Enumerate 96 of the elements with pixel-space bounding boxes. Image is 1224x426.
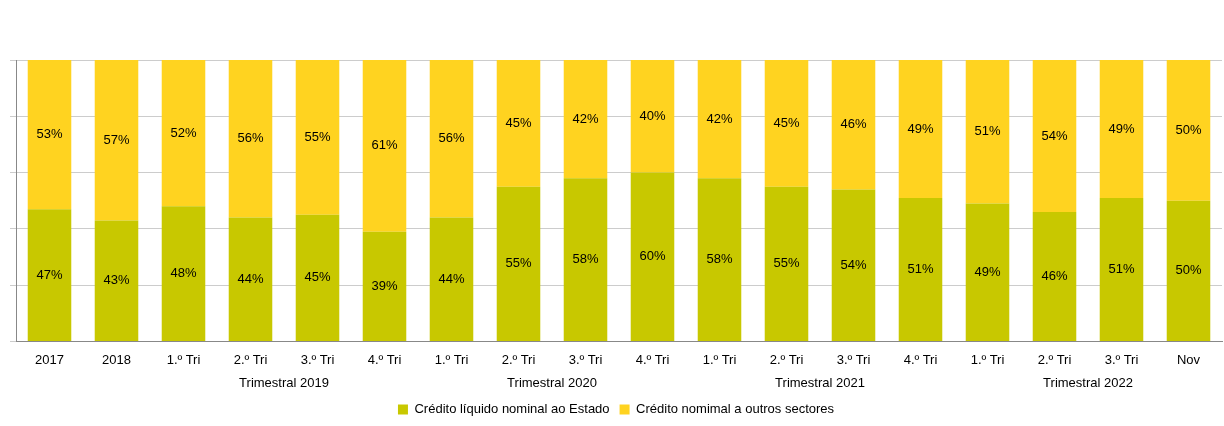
x-tick-label: 4.º Tri [635,351,670,367]
data-label: 54% [1041,127,1068,143]
text: Trimestral 2019 [239,374,329,390]
x-tick-label: Nov [1176,351,1201,367]
bar [295,214,340,341]
x-tick-label: 3.º Tri [836,351,871,367]
data-label: 44% [438,270,465,286]
bar [362,231,407,341]
data-label: 50% [1175,121,1202,137]
data-label: 49% [974,263,1001,279]
data-label: 55% [505,255,532,271]
data-label: 58% [706,251,733,267]
bar [94,60,139,221]
data-label: 61% [371,137,398,153]
data-label: 57% [103,131,130,147]
x-tick-label: 2.º Tri [1037,351,1072,367]
data-label: 48% [170,265,197,281]
bar [496,60,541,187]
bar [898,197,943,341]
x-tick-label: 4.º Tri [903,351,938,367]
bar [27,209,72,341]
data-label: 42% [706,110,733,126]
bar [965,60,1010,204]
bar [362,60,407,232]
bar [1166,200,1211,341]
data-label: 55% [773,255,800,271]
data-label: 46% [1041,268,1068,284]
bar [1032,60,1077,212]
data-label: 43% [103,272,130,288]
data-label: 51% [974,123,1001,139]
data-label: 47% [36,266,63,282]
bar [831,60,876,190]
data-label: 55% [304,128,331,144]
data-label: 45% [773,114,800,130]
data-label: 45% [505,114,532,130]
data-label: 53% [36,126,63,142]
bar [27,60,72,210]
text: Trimestral 2022 [1043,374,1133,390]
bar [831,189,876,341]
data-label: 58% [572,251,599,267]
data-label: 60% [639,248,666,264]
bar [697,60,742,179]
data-label: 50% [1175,262,1202,278]
x-tick-label: 1.º Tri [702,351,737,367]
bar [228,60,273,218]
data-label: 40% [639,107,666,123]
legend-label: Crédito nomimal a outros sectores [636,401,835,417]
bar [228,217,273,341]
x-tick-label: 2.º Tri [501,351,536,367]
x-tick-label: 1.º Tri [166,351,201,367]
bar [563,178,608,341]
data-label: 39% [371,277,398,293]
bar [161,60,206,207]
legend-label: Crédito líquido nominal ao Estado [414,401,610,417]
bar [1032,211,1077,341]
bar [1166,60,1211,201]
bar [429,60,474,218]
x-tick-label: 3.º Tri [568,351,603,367]
x-tick-label: 3.º Tri [300,351,335,367]
data-label: 54% [840,256,867,272]
bar [630,60,675,173]
x-tick-label: 1.º Tri [434,351,469,367]
data-label: 51% [1108,260,1135,276]
x-tick-label: 2.º Tri [233,351,268,367]
bar [496,186,541,341]
bar [161,206,206,341]
x-tick-label: 4.º Tri [367,351,402,367]
data-label: 49% [1108,120,1135,136]
x-tick-label: 3.º Tri [1104,351,1139,367]
bar [563,60,608,179]
bar [1099,197,1144,341]
x-tick-label: 2018 [102,351,131,367]
bar [429,217,474,341]
bar [764,60,809,187]
bar [764,186,809,341]
text: Trimestral 2020 [507,374,597,390]
data-label: 51% [907,260,934,276]
bar [898,60,943,198]
bar [1099,60,1144,198]
data-label: 52% [170,124,197,140]
x-tick-label: 2.º Tri [769,351,804,367]
x-tick-label: 1.º Tri [970,351,1005,367]
data-label: 44% [237,270,264,286]
x-tick-label: 2017 [35,351,64,367]
data-label: 56% [237,130,264,146]
text: Trimestral 2021 [775,374,865,390]
data-label: 42% [572,110,599,126]
data-label: 56% [438,130,465,146]
bar [295,60,340,215]
bar [630,172,675,341]
bar [94,220,139,341]
data-label: 46% [840,116,867,132]
bar [965,203,1010,341]
bar [697,178,742,341]
data-label: 49% [907,120,934,136]
data-label: 45% [304,269,331,285]
